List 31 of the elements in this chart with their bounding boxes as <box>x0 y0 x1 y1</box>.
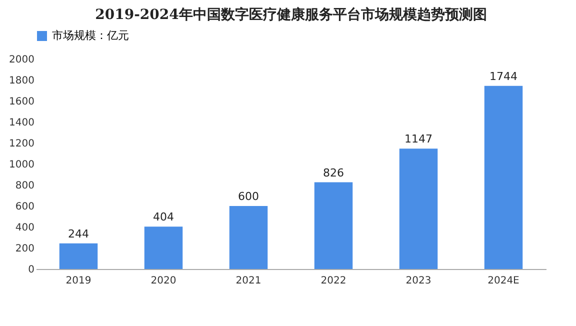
data-label: 404 <box>153 210 174 224</box>
y-tick-label: 1000 <box>9 160 34 170</box>
y-tick-label: 600 <box>15 202 34 212</box>
y-tick-label: 400 <box>15 222 34 234</box>
x-tick-label: 2021 <box>236 276 262 286</box>
y-tick-label: 200 <box>15 244 34 254</box>
y-tick-label: 1400 <box>9 118 34 128</box>
data-label: 600 <box>238 190 259 203</box>
y-tick-label: 800 <box>15 180 34 192</box>
bar <box>484 86 523 269</box>
y-tick-label: 2000 <box>9 54 34 66</box>
y-tick-label: 0 <box>28 264 34 276</box>
bar <box>59 243 98 269</box>
x-tick-label: 2019 <box>66 276 92 286</box>
x-tick-label: 2020 <box>150 276 176 286</box>
data-label: 826 <box>323 166 344 180</box>
data-label: 244 <box>68 227 89 240</box>
y-tick-label: 1600 <box>9 96 34 108</box>
x-tick-label: 2024E <box>488 276 520 286</box>
y-tick-label: 1200 <box>9 138 34 150</box>
chart-title: 2019-2024年中国数字医疗健康服务平台市场规模趋势预测图 <box>95 6 487 23</box>
x-tick-label: 2022 <box>320 276 346 286</box>
data-label: 1744 <box>490 70 518 83</box>
bar <box>314 182 353 269</box>
data-label: 1147 <box>404 132 432 146</box>
y-tick-label: 1800 <box>9 76 34 86</box>
bar <box>229 206 268 269</box>
x-tick-label: 2023 <box>406 276 432 286</box>
legend-label: 市场规模：亿元 <box>52 29 129 42</box>
bar <box>144 226 183 269</box>
bar <box>399 148 438 269</box>
